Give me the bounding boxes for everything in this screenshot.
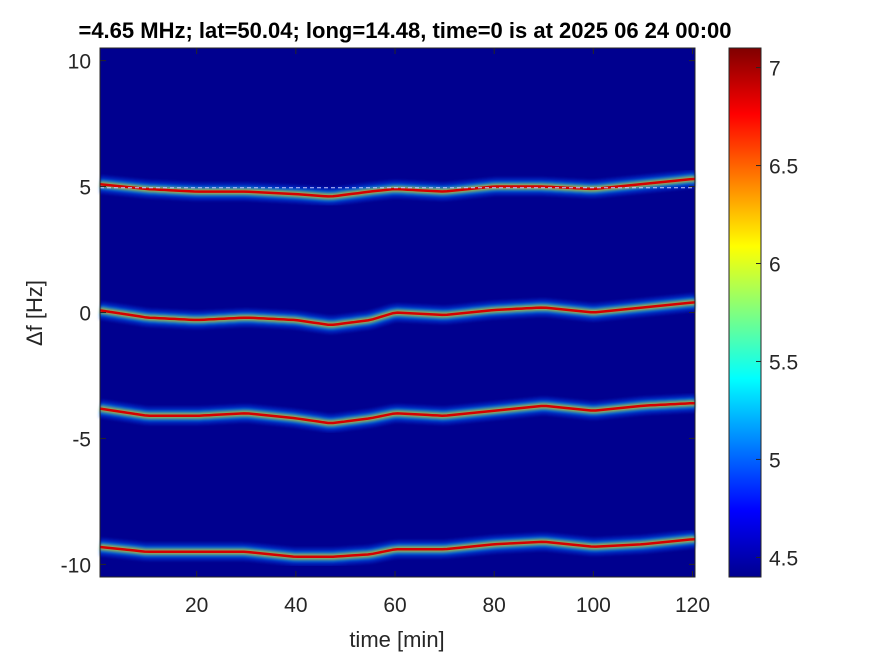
- colorbar-tick-label: 5: [769, 449, 781, 472]
- y-axis-ticks: 10 5 0 -5 -10: [61, 51, 695, 577]
- y-tick-label: -10: [61, 554, 91, 577]
- x-tick-label: 40: [284, 594, 307, 617]
- y-tick-label: -5: [72, 428, 91, 451]
- x-tick-label: 120: [675, 594, 710, 617]
- x-tick-label: 20: [185, 594, 208, 617]
- colorbar-tick-label: 5.5: [769, 351, 798, 374]
- x-tick-label: 60: [383, 594, 406, 617]
- colorbar: [728, 47, 762, 578]
- x-axis-ticks: 20 40 60 80 100 120: [185, 48, 710, 617]
- x-axis-label: time [min]: [349, 627, 444, 652]
- y-axis-label: Δf [Hz]: [22, 280, 47, 346]
- trace-1-band-4: [99, 177, 696, 198]
- x-tick-label: 100: [576, 594, 611, 617]
- y-tick-label: 5: [79, 177, 91, 200]
- trace-4-band-4: [99, 537, 696, 559]
- colorbar-tick-label: 7: [769, 58, 781, 81]
- colorbar-tick-label: 4.5: [769, 547, 798, 570]
- y-tick-label: 0: [79, 303, 91, 326]
- colorbar-ticks: 4.5 5 5.5 6 6.5 7: [756, 58, 798, 570]
- chart-title: =4.65 MHz; lat=50.04; long=14.48, time=0…: [78, 18, 731, 43]
- trace-3-band-4: [99, 401, 696, 425]
- signal-traces: [96, 170, 699, 566]
- colorbar-tick-label: 6: [769, 254, 781, 277]
- colorbar-tick-label: 6.5: [769, 156, 798, 179]
- y-tick-label: 10: [68, 51, 91, 74]
- trace-2-band-4: [99, 301, 696, 327]
- x-tick-label: 80: [483, 594, 506, 617]
